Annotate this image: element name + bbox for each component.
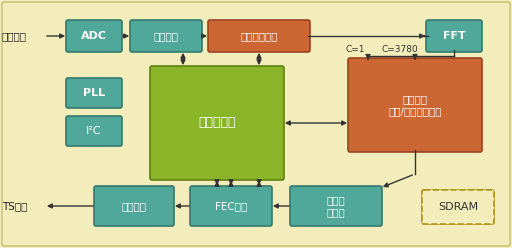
Text: C=1: C=1 <box>345 45 365 54</box>
Text: FFT: FFT <box>443 31 465 41</box>
FancyBboxPatch shape <box>422 190 494 224</box>
Text: FEC译码: FEC译码 <box>215 201 247 211</box>
FancyBboxPatch shape <box>66 78 122 108</box>
Text: 载波恢复: 载波恢复 <box>154 31 179 41</box>
FancyBboxPatch shape <box>130 20 202 52</box>
FancyBboxPatch shape <box>348 58 482 152</box>
FancyBboxPatch shape <box>290 186 382 226</box>
FancyBboxPatch shape <box>208 20 310 52</box>
Text: C=3780: C=3780 <box>381 45 418 54</box>
Text: ADC: ADC <box>81 31 107 41</box>
Text: SDRAM: SDRAM <box>438 202 478 212</box>
FancyBboxPatch shape <box>66 20 122 52</box>
Text: 帧头检测同步: 帧头检测同步 <box>240 31 278 41</box>
FancyBboxPatch shape <box>150 66 284 180</box>
Text: 解映射
解交织: 解映射 解交织 <box>327 195 346 217</box>
Text: 射频输入: 射频输入 <box>2 31 27 41</box>
Text: SDRAM: SDRAM <box>438 202 478 212</box>
Text: I²C: I²C <box>86 126 102 136</box>
Text: 中央控制器: 中央控制器 <box>198 117 236 129</box>
FancyBboxPatch shape <box>94 186 174 226</box>
FancyBboxPatch shape <box>66 116 122 146</box>
FancyBboxPatch shape <box>2 2 510 246</box>
Text: PLL: PLL <box>83 88 105 98</box>
FancyBboxPatch shape <box>422 190 494 224</box>
Text: 输出控制: 输出控制 <box>121 201 146 211</box>
FancyBboxPatch shape <box>190 186 272 226</box>
Text: TS输出: TS输出 <box>2 201 27 211</box>
FancyBboxPatch shape <box>426 20 482 52</box>
Text: 信道估计
时域/频域联合均衡: 信道估计 时域/频域联合均衡 <box>388 94 442 116</box>
